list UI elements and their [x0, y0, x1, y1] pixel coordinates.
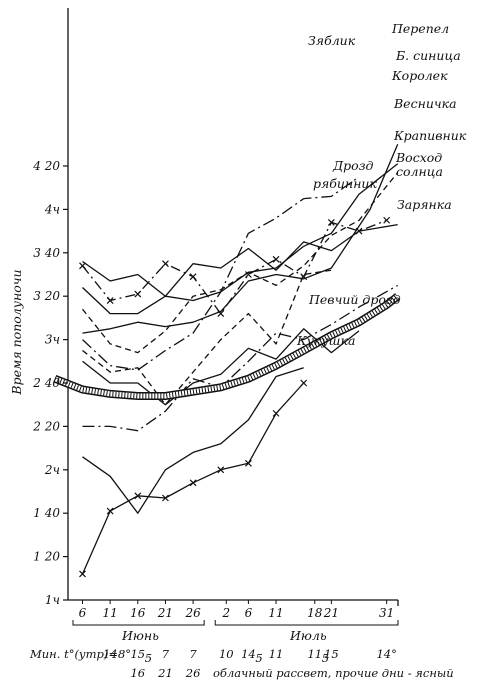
series-point: [162, 494, 169, 502]
footer-temp-value: 7: [162, 647, 170, 661]
series-label-voskhod-2: солнца: [396, 164, 443, 179]
series-point: [244, 459, 252, 467]
footer-line2-text: облачный рассвет, прочие дни - ясный: [213, 666, 454, 680]
x-tick-label: 18: [307, 606, 323, 620]
footer-cloudy-day: 26: [185, 666, 201, 680]
footer-temp-value: 15: [324, 647, 339, 661]
series-point: [327, 218, 335, 226]
footer-temp-value: 15: [130, 647, 145, 661]
y-tick-label: 4 20: [32, 159, 60, 173]
series-line: [82, 284, 399, 432]
y-tick-label: 2 20: [32, 419, 60, 433]
x-tick-label: 2: [221, 606, 230, 620]
series-line: [81, 219, 387, 315]
y-tick-label: 3ч: [45, 333, 60, 347]
month-label-july: Июль: [289, 628, 327, 643]
y-tick-label: 2ч: [44, 463, 60, 477]
series-label-voskhod-1: Восход: [395, 150, 442, 165]
month-label-june: Июнь: [121, 628, 159, 643]
series-point: [217, 466, 225, 474]
footer-temp-value: 14: [241, 647, 256, 661]
x-tick-label: 21: [157, 606, 173, 620]
series-point: [79, 262, 86, 270]
series-point: [106, 297, 114, 304]
y-tick-label: 1ч: [45, 593, 60, 607]
series-label-zaryanka: Зарянка: [397, 197, 452, 212]
series-point: [134, 290, 142, 298]
series-layer: [53, 144, 401, 578]
y-tick-label: 3 20: [33, 289, 60, 303]
axes: [67, 8, 399, 606]
series-label-korolek: Королек: [391, 68, 448, 83]
x-tick-label: 6: [79, 606, 87, 620]
series-point: [383, 216, 391, 224]
series-point: [244, 271, 252, 278]
series-line: [82, 144, 399, 334]
series-point: [217, 310, 225, 317]
series-point: [134, 492, 142, 500]
series-point: [300, 379, 308, 387]
y-tick-label: 1 20: [33, 550, 60, 564]
footer-cloudy-day: 21: [157, 666, 173, 680]
x-tick-label: 6: [245, 606, 253, 620]
y-tick-label: 1 40: [33, 506, 60, 520]
series-point: [79, 570, 86, 578]
series-line: [81, 382, 305, 575]
series-line: [82, 367, 304, 514]
series-point: [189, 273, 197, 281]
series-label-krapivnik: Крапивник: [393, 128, 467, 143]
x-tick-label: 31: [379, 606, 394, 620]
series-point: [272, 409, 280, 417]
series-label-drozd-1: Дрозд: [332, 158, 374, 173]
series-label-drozd-2: рябинник: [313, 176, 377, 191]
series-line: [82, 223, 398, 297]
series-line: [82, 269, 332, 406]
series-point: [162, 260, 169, 268]
ticks-layer: 1ч 1 20 1 40 2ч 2 20 2 40 3ч 3 20 3 40 4ч 4 20 6 11 1…: [32, 159, 399, 626]
footer-temp-value: 11: [269, 647, 284, 661]
y-tick-label: 2 40: [32, 376, 60, 390]
month-bracket-july: [214, 620, 399, 626]
x-tick-label: 21: [323, 606, 339, 620]
series-line: [82, 163, 399, 315]
footer-temp-value: 14: [103, 647, 118, 661]
series-point: [189, 479, 197, 487]
series-label-vesnichka: Весничка: [393, 96, 457, 111]
series-point: [106, 507, 114, 515]
footer-temp-value: 7: [189, 647, 197, 661]
footer-temp-sub: 5: [145, 651, 152, 665]
series-label-kukushka: Кукушка: [296, 333, 355, 348]
x-tick-label: 16: [130, 606, 146, 620]
series-line: [81, 172, 399, 354]
y-tick-label: 3 40: [33, 246, 60, 260]
footer-temp-value: 11: [307, 647, 322, 661]
footer-cloudy-day: 16: [130, 666, 145, 680]
y-axis-label: Время пополуночи: [9, 269, 24, 395]
series-line: [82, 328, 360, 406]
footer-temp-sub: 5: [322, 651, 329, 665]
series-label-perepel: Перепел: [391, 21, 449, 36]
footer-temp-value: 10: [219, 647, 234, 661]
month-bracket-june: [72, 620, 205, 626]
footer-temp-sub: 5: [255, 651, 262, 665]
footer-temp-value: 14°: [376, 647, 396, 661]
footer-line1-label: Мин. t°(утр)=8°: [29, 647, 131, 661]
series-label-b-sinitsa: Б. синица: [395, 48, 461, 63]
x-tick-label: 11: [103, 606, 118, 620]
series-line-voskhod-hatch: [53, 294, 400, 399]
footer-values: 14 15 7 7 10 14 11 11 15 14°5 5 516 21 26: [103, 647, 397, 680]
y-tick-label: 4ч: [44, 202, 60, 216]
x-tick-label: 11: [268, 606, 283, 620]
x-tick-label: 26: [184, 606, 201, 620]
series-point: [272, 255, 280, 263]
series-label-zyablik: Зяблик: [308, 33, 356, 48]
series-label-pevchiy: Певчий дрозд: [308, 292, 401, 307]
